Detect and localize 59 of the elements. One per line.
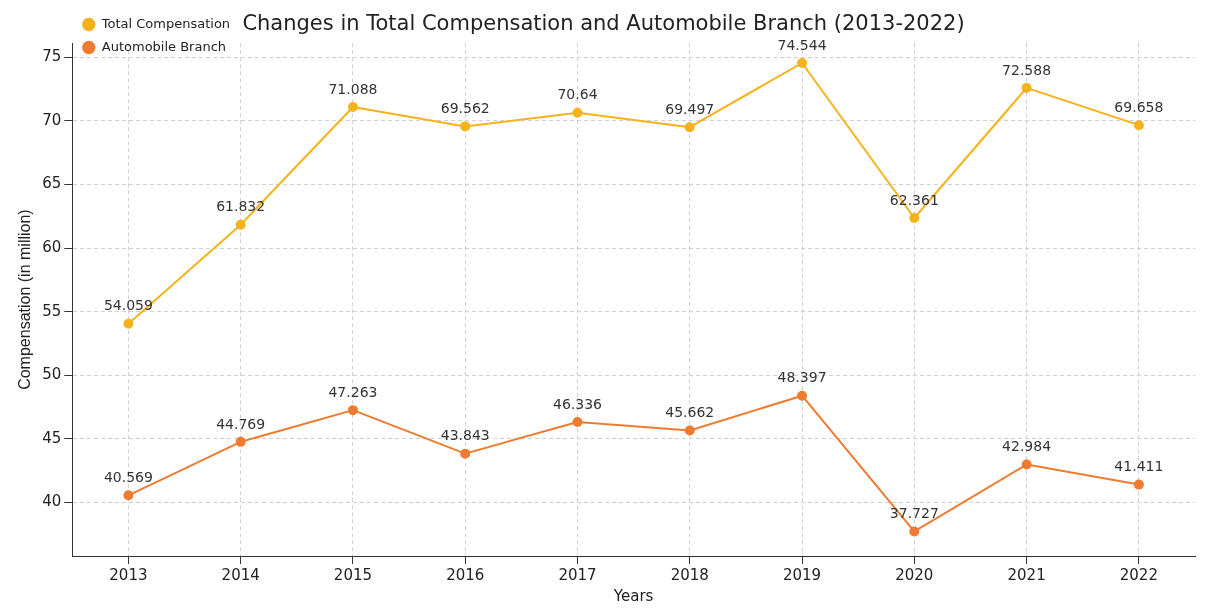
point bbox=[684, 122, 695, 133]
y-tick-label: 45 bbox=[42, 428, 62, 447]
x-tick-label: 2020 bbox=[895, 565, 934, 584]
point bbox=[1021, 82, 1032, 93]
point bbox=[1133, 479, 1144, 490]
y-tick-label: 40 bbox=[42, 492, 62, 511]
point bbox=[347, 405, 358, 416]
legend-label: Total Compensation bbox=[100, 15, 231, 31]
data-label: 44.769 bbox=[216, 415, 266, 432]
x-tick-label: 2021 bbox=[1007, 565, 1046, 584]
y-tick-label: 70 bbox=[42, 110, 62, 129]
y-axis-title: Compensation (in million) bbox=[16, 209, 34, 390]
x-tick-label: 2013 bbox=[109, 565, 148, 584]
data-label: 72.588 bbox=[1002, 61, 1052, 78]
data-label: 43.843 bbox=[440, 427, 490, 444]
y-tick-label: 65 bbox=[42, 174, 62, 193]
point bbox=[1021, 459, 1032, 470]
x-tick-label: 2015 bbox=[333, 565, 373, 584]
point bbox=[797, 58, 808, 68]
data-label: 71.088 bbox=[328, 80, 378, 97]
data-label: 40.569 bbox=[103, 468, 153, 485]
y-tick-label: 60 bbox=[42, 237, 62, 256]
point bbox=[909, 526, 920, 537]
point bbox=[235, 436, 246, 447]
x-tick-label: 2017 bbox=[558, 565, 597, 584]
point bbox=[1133, 120, 1144, 131]
point bbox=[572, 416, 583, 427]
legend-label: Automobile Branch bbox=[101, 38, 227, 54]
y-tick-label: 55 bbox=[42, 301, 62, 320]
data-label: 48.397 bbox=[777, 369, 827, 386]
data-label: 45.662 bbox=[665, 404, 715, 421]
y-tick-label: 75 bbox=[42, 47, 62, 66]
y-tick-label: 50 bbox=[42, 365, 62, 384]
point bbox=[797, 390, 808, 401]
data-label: 74.544 bbox=[777, 36, 827, 53]
point bbox=[684, 425, 695, 436]
data-label: 42.984 bbox=[1002, 438, 1052, 455]
chart-title: Changes in Total Compensation and Automobile Branch (2013-2022) bbox=[242, 11, 965, 36]
data-label: 47.263 bbox=[328, 383, 378, 400]
data-label: 70.64 bbox=[557, 86, 598, 103]
point bbox=[123, 318, 134, 329]
x-tick-label: 2018 bbox=[670, 565, 709, 584]
data-label: 41.411 bbox=[1114, 458, 1164, 475]
point bbox=[460, 121, 471, 132]
point bbox=[347, 101, 358, 112]
x-axis-title: Years bbox=[612, 586, 654, 605]
point bbox=[123, 490, 134, 501]
x-tick-label: 2019 bbox=[782, 565, 822, 584]
point bbox=[572, 107, 583, 118]
x-tick-label: 2022 bbox=[1119, 565, 1158, 584]
point bbox=[235, 219, 246, 230]
point bbox=[909, 213, 920, 224]
data-label: 69.562 bbox=[440, 100, 490, 117]
x-tick-label: 2016 bbox=[446, 565, 485, 584]
data-label: 69.497 bbox=[665, 100, 715, 117]
data-label: 46.336 bbox=[553, 395, 603, 412]
data-label: 69.658 bbox=[1114, 98, 1164, 115]
point bbox=[460, 448, 471, 459]
x-tick-label: 2014 bbox=[221, 565, 260, 584]
